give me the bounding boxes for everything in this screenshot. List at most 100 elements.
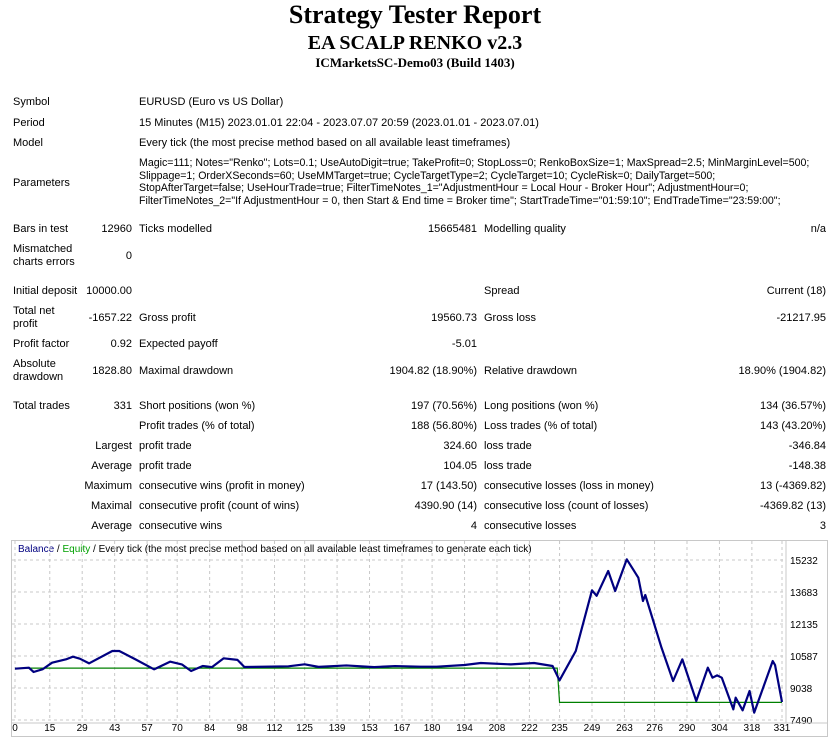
largest-loss-value: -346.84 — [788, 440, 826, 452]
bars-label: Bars in test — [13, 223, 69, 235]
parameters-value: Magic=111; Notes="Renko"; Lots=0.1; UseA… — [139, 157, 809, 208]
netprofit-label-1: Total net — [13, 305, 55, 317]
avg-losses-label: consecutive losses — [484, 520, 577, 532]
balance-line — [14, 558, 784, 714]
profittrades-value: 188 (56.80%) — [410, 420, 477, 432]
mismatch-label-1: Mismatched — [13, 243, 73, 255]
maxdd-value: 1904.82 (18.90%) — [389, 365, 477, 377]
x-tick-label: 290 — [679, 723, 696, 734]
parameters-line: Slippage=1; OrderXSeconds=60; UseMMTarge… — [139, 169, 716, 182]
x-tick-label: 70 — [172, 723, 184, 734]
average-profit-value: 104.05 — [443, 460, 477, 472]
avg-wins-label: consecutive wins — [139, 520, 223, 532]
parameters-line: StopAfterTarget=false; UseHourTrade=true… — [139, 182, 749, 195]
y-tick-label: 7490 — [790, 716, 813, 727]
ticks-value: 15665481 — [428, 223, 477, 235]
avg-losses-value: 3 — [819, 520, 826, 532]
largest-label: Largest — [95, 440, 132, 452]
y-tick-label: 15232 — [790, 556, 818, 567]
legend-equity: Equity — [62, 544, 91, 555]
x-tick-label: 43 — [109, 723, 121, 734]
absdd-value: 1828.80 — [92, 365, 132, 377]
x-tick-label: 263 — [616, 723, 633, 734]
losstrades-label: Loss trades (% of total) — [484, 420, 598, 432]
x-tick-label: 112 — [267, 723, 283, 734]
parameters-label: Parameters — [13, 177, 70, 189]
average-label: Average — [91, 460, 132, 472]
symbol-value: EURUSD (Euro vs US Dollar) — [139, 96, 284, 108]
short-value: 197 (70.56%) — [410, 400, 477, 412]
x-tick-label: 304 — [711, 723, 728, 734]
largest-profit-value: 324.60 — [443, 440, 477, 452]
x-tick-label: 222 — [521, 723, 538, 734]
ep-value: -5.01 — [451, 338, 477, 350]
legend-balance: Balance — [18, 544, 55, 555]
netprofit-label-2: profit — [13, 318, 38, 330]
x-tick-label: 167 — [394, 723, 411, 734]
x-tick-label: 331 — [774, 723, 791, 734]
x-tick-label: 84 — [204, 723, 216, 734]
short-label: Short positions (won %) — [139, 400, 256, 412]
balance-equity-chart: Balance / Equity / Every tick (the most … — [11, 540, 828, 737]
legend-separator: / — [90, 544, 99, 555]
maximum-label: Maximum — [84, 480, 132, 492]
maximal-label: Maximal — [91, 500, 132, 512]
x-tick-label: 15 — [44, 723, 56, 734]
ticks-label: Ticks modelled — [139, 223, 212, 235]
report-title: Strategy Tester Report — [288, 0, 542, 29]
spread-value: Current (18) — [766, 285, 826, 297]
quality-value: n/a — [810, 223, 826, 235]
maxdd-label: Maximal drawdown — [139, 365, 234, 377]
legend-model: Every tick (the most precise method base… — [98, 544, 532, 555]
largest-profit-label: profit trade — [139, 440, 192, 452]
y-tick-label: 13683 — [790, 588, 818, 599]
reldd-label: Relative drawdown — [484, 365, 577, 377]
chart-legend: Balance / Equity / Every tick (the most … — [18, 544, 532, 555]
reldd-value: 18.90% (1904.82) — [738, 365, 826, 377]
maximal-loss-label: consecutive loss (count of losses) — [484, 500, 649, 512]
x-tick-label: 208 — [489, 723, 506, 734]
grossloss-label: Gross loss — [484, 312, 536, 324]
y-tick-label: 12135 — [790, 620, 818, 631]
pf-label: Profit factor — [13, 338, 70, 350]
x-tick-label: 57 — [142, 723, 154, 734]
average-loss-label: loss trade — [484, 460, 532, 472]
x-tick-label: 153 — [361, 723, 378, 734]
x-tick-label: 194 — [456, 723, 473, 734]
netprofit-value: -1657.22 — [88, 312, 132, 324]
y-tick-label: 9038 — [790, 684, 813, 695]
expert-name: EA SCALP RENKO v2.3 — [307, 32, 523, 54]
long-label: Long positions (won %) — [484, 400, 599, 412]
deposit-value: 10000.00 — [86, 285, 132, 297]
server-build: ICMarketsSC-Demo03 (Build 1403) — [315, 55, 515, 70]
x-tick-label: 235 — [551, 723, 568, 734]
x-tick-label: 98 — [237, 723, 249, 734]
period-label: Period — [13, 117, 45, 129]
trades-label: Total trades — [13, 400, 70, 412]
x-tick-label: 139 — [329, 723, 346, 734]
mismatch-label-2: charts errors — [13, 256, 75, 268]
parameters-line: FilterTimeNotes_2="If AdjustmentHour = 0… — [139, 195, 781, 208]
absdd-label-2: drawdown — [13, 371, 64, 383]
max-losses-value: 13 (-4369.82) — [759, 480, 826, 492]
bars-value: 12960 — [101, 223, 132, 235]
maximal-loss-value: -4369.82 (13) — [759, 500, 826, 512]
avg-wins-value: 4 — [470, 520, 477, 532]
x-tick-label: 318 — [744, 723, 761, 734]
x-tick-label: 0 — [12, 723, 18, 734]
max-wins-value: 17 (143.50) — [420, 480, 477, 492]
average-profit-label: profit trade — [139, 460, 192, 472]
ep-label: Expected payoff — [139, 338, 218, 350]
pf-value: 0.92 — [110, 338, 132, 350]
largest-loss-label: loss trade — [484, 440, 532, 452]
grossloss-value: -21217.95 — [776, 312, 826, 324]
mismatch-value: 0 — [125, 250, 132, 262]
deposit-label: Initial deposit — [13, 285, 78, 297]
x-tick-label: 276 — [646, 723, 663, 734]
x-tick-label: 29 — [77, 723, 89, 734]
legend-separator: / — [54, 544, 63, 555]
grossprofit-value: 19560.73 — [431, 312, 477, 324]
equity-line — [15, 667, 782, 703]
spread-label: Spread — [484, 285, 520, 297]
quality-label: Modelling quality — [484, 223, 566, 235]
